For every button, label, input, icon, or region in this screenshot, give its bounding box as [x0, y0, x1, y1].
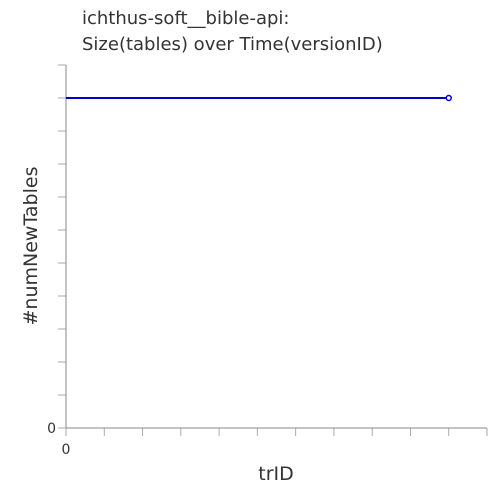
- y-tick-label-0: 0: [47, 421, 56, 437]
- chart-title-line-1: ichthus-soft__bible-api:: [82, 8, 289, 29]
- y-axis-label: #numNewTables: [20, 167, 42, 326]
- x-tick-label-0: 0: [62, 442, 71, 458]
- x-axis-label: trID: [258, 463, 294, 485]
- axis-ticks: [58, 64, 488, 436]
- series-layer: [66, 94, 452, 102]
- chart-title-line-2: Size(tables) over Time(versionID): [82, 34, 383, 55]
- data-point-marker: [445, 94, 452, 102]
